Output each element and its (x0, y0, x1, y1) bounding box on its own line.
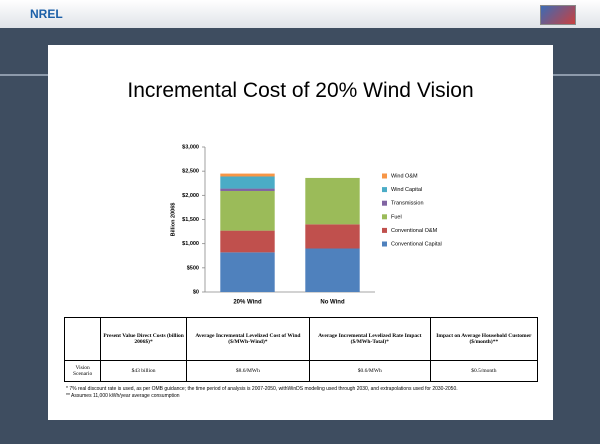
legend-swatch (382, 200, 387, 206)
y-tick-label: $1,500 (182, 217, 199, 223)
y-tick-label: $500 (187, 265, 199, 271)
header-row: Present Value Direct Costs (billion 2006… (63, 317, 539, 361)
bar-segment (220, 173, 275, 177)
legend-swatch (382, 227, 387, 233)
header-bar (0, 0, 600, 28)
bar-segment (305, 177, 360, 225)
bar-segment (220, 190, 275, 231)
bar-segment (220, 188, 275, 191)
footnotes: * 7% real discount rate is used, as per … (66, 386, 536, 399)
bar-segment (220, 252, 275, 292)
header-cell: Impact on Average Household Customer ($/… (429, 317, 539, 361)
legend-label: Conventional O&M (391, 228, 438, 234)
legend-swatch (382, 187, 387, 193)
rule (0, 74, 48, 76)
y-axis-label: Billion 2006$ (170, 203, 176, 237)
legend-label: Transmission (391, 201, 424, 207)
legend-swatch (382, 173, 387, 179)
y-tick-label: $2,500 (182, 169, 199, 175)
cell: Vision Scenario (63, 360, 102, 382)
legend-label: Wind O&M (391, 173, 418, 179)
bar-segment (305, 224, 360, 249)
slide-title: Incremental Cost of 20% Wind Vision (127, 79, 474, 102)
y-tick-label: $3,000 (182, 144, 199, 150)
legend-label: Fuel (391, 214, 402, 220)
logo: NREL (30, 7, 63, 21)
rule (553, 74, 600, 76)
cell: $0.5/month (429, 360, 539, 382)
footnote: ** Assumes 11,000 kWh/year average consu… (66, 392, 180, 399)
legend-swatch (382, 241, 387, 247)
legend-label: Conventional Capital (391, 241, 442, 247)
row: Vision Scenario $43 billion $8.6/MWh $0.… (63, 360, 539, 382)
bar-segment (220, 230, 275, 253)
header-cell: Average Incremental Levelized Cost of Wi… (185, 317, 310, 361)
y-tick-label: $0 (193, 289, 199, 295)
cell: $8.6/MWh (185, 360, 310, 382)
table: Present Value Direct Costs (billion 2006… (63, 317, 539, 382)
legend-swatch (382, 214, 387, 220)
cell: $43 billion (100, 360, 187, 382)
x-tick-label: No Wind (320, 300, 345, 306)
bar-segment (220, 176, 275, 189)
footnote: * 7% real discount rate is used, as per … (66, 386, 458, 392)
y-tick-label: $2,000 (182, 193, 199, 199)
y-tick-label: $1,000 (182, 241, 199, 247)
cell (63, 317, 102, 361)
legend-label: Wind Capital (391, 187, 422, 193)
logo-image (540, 5, 576, 25)
cell: $0.6/MWh (308, 360, 431, 382)
x-tick-label: 20% Wind (233, 300, 262, 306)
bar-segment (305, 248, 360, 292)
header-cell: Average Incremental Levelized Rate Impac… (308, 317, 431, 361)
header-cell: Present Value Direct Costs (billion 2006… (100, 317, 187, 361)
